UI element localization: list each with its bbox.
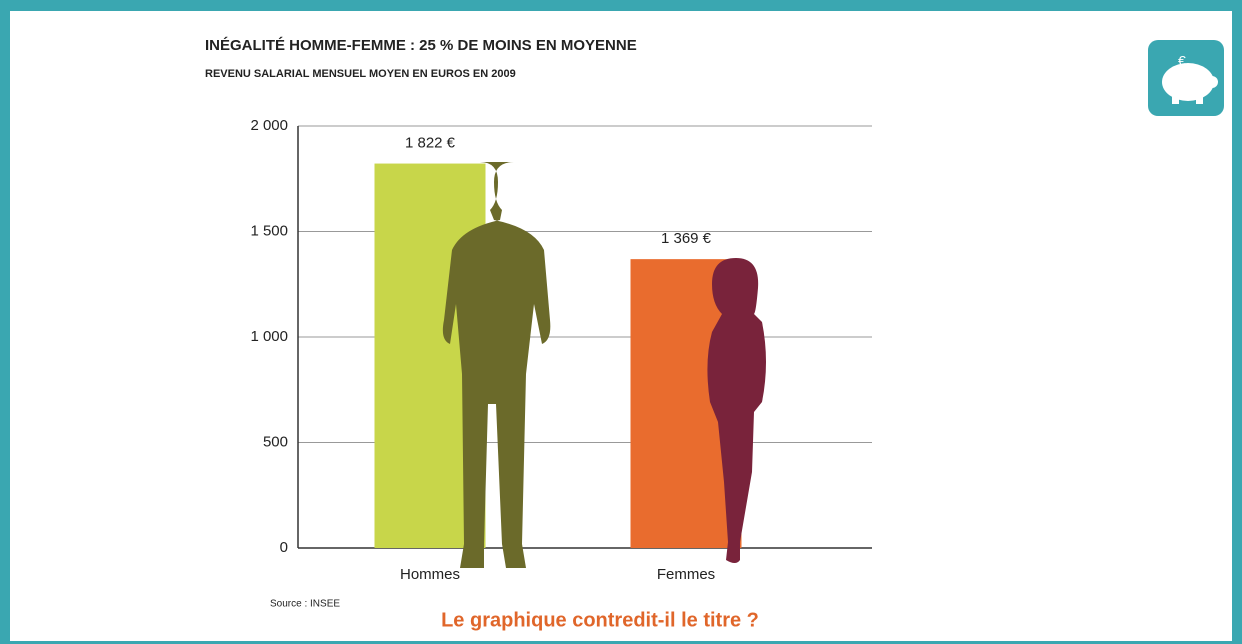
piggy-icon: € (1148, 40, 1224, 116)
x-tick-label: Hommes (400, 566, 460, 583)
svg-text:€: € (1178, 53, 1186, 69)
y-tick-label: 500 (263, 433, 288, 450)
top-bar (0, 0, 1242, 11)
value-label: 1 822 € (405, 135, 456, 152)
chart-title: INÉGALITÉ HOMME-FEMME : 25 % DE MOINS EN… (205, 37, 637, 54)
y-tick-label: 1 500 (250, 222, 288, 239)
question: Le graphique contredit-il le titre ? (441, 609, 759, 631)
x-tick-label: Femmes (657, 566, 715, 583)
chart-subtitle: REVENU SALARIAL MENSUEL MOYEN EN EUROS E… (205, 68, 516, 80)
y-tick-label: 1 000 (250, 328, 288, 345)
y-tick-label: 2 000 (250, 117, 288, 134)
value-label: 1 369 € (661, 230, 712, 247)
page: INÉGALITÉ HOMME-FEMME : 25 % DE MOINS EN… (0, 0, 1242, 644)
y-tick-label: 0 (280, 539, 288, 556)
source: Source : INSEE (270, 599, 340, 610)
